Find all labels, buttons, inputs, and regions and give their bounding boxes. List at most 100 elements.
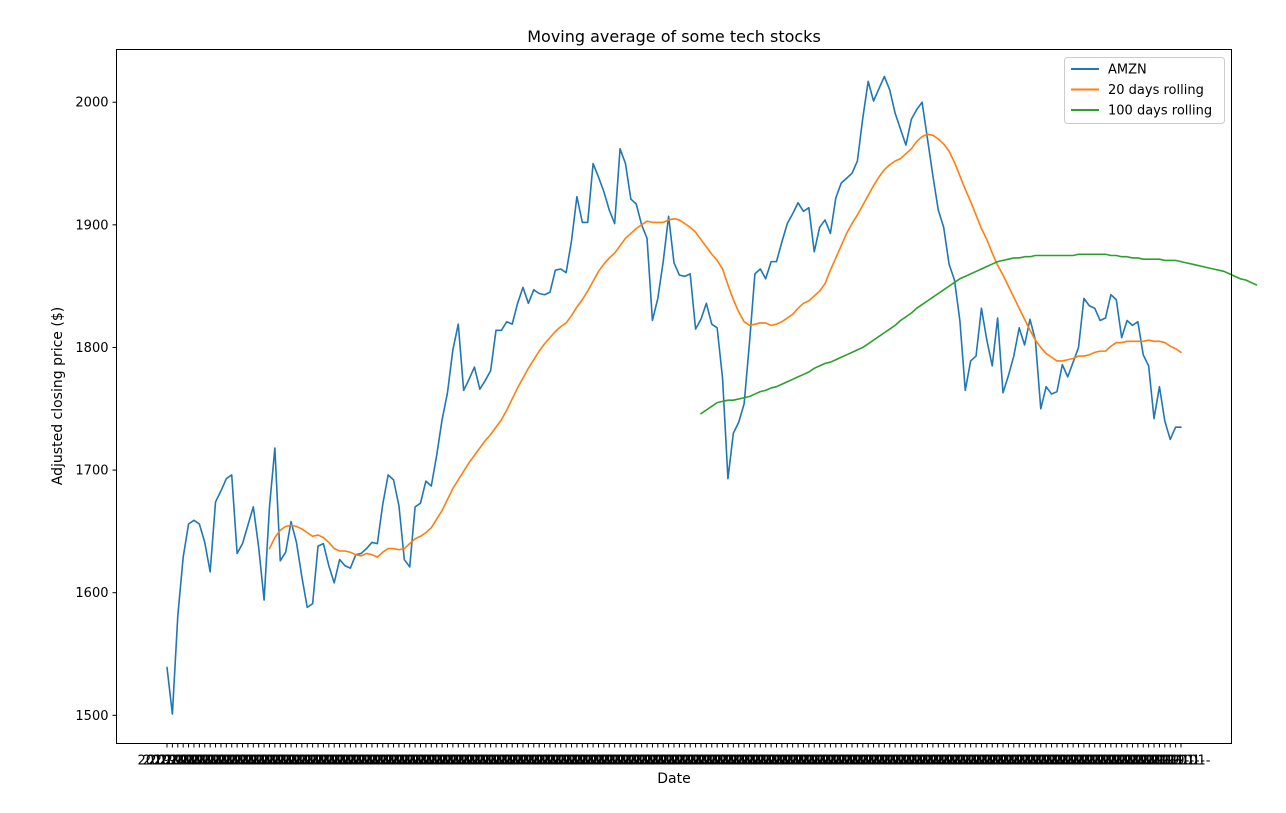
x-tick-label: 2019-01- bbox=[574, 754, 633, 769]
x-tick-label: 2019-01- bbox=[526, 754, 585, 769]
legend-box bbox=[1064, 57, 1225, 124]
y-tick-label: 1900 bbox=[75, 218, 108, 233]
x-tick-label: 2019-01- bbox=[920, 754, 979, 769]
x-tick-label: 2019-01- bbox=[779, 754, 838, 769]
x-tick-label: 2019-01- bbox=[440, 754, 499, 769]
x-tick-label: 2019-01- bbox=[644, 754, 703, 769]
x-tick-label: 2019-01- bbox=[283, 754, 342, 769]
x-tick-label: 2019-01- bbox=[855, 754, 914, 769]
x-tick-label: 2019-01- bbox=[483, 754, 542, 769]
x-tick-label: 2019-01- bbox=[930, 754, 989, 769]
x-tick-label: 2019-01- bbox=[1146, 754, 1205, 769]
x-tick-label: 2019-01- bbox=[202, 754, 261, 769]
x-tick-label: 2019-01- bbox=[634, 754, 693, 769]
x-tick-label: 2019-01- bbox=[984, 754, 1043, 769]
x-tick-label: 2019-01- bbox=[1017, 754, 1076, 769]
x-tick-label: 2019-01- bbox=[218, 754, 277, 769]
y-tick-label: 1800 bbox=[75, 341, 108, 356]
x-tick-label: 2019-01- bbox=[1092, 754, 1151, 769]
x-tick-label: 2019-01- bbox=[542, 754, 601, 769]
x-tick-label: 2019-01- bbox=[1081, 754, 1140, 769]
x-tick-label: 2019-01- bbox=[305, 754, 364, 769]
x-tick-label: 2019-01- bbox=[833, 754, 892, 769]
x-tick-label: 2019-01- bbox=[1071, 754, 1130, 769]
x-tick-label: 2019-01- bbox=[822, 754, 881, 769]
series-line-0 bbox=[166, 75, 1182, 715]
x-tick-label: 2019-01- bbox=[175, 754, 234, 769]
x-tick-label: 2019-01- bbox=[817, 754, 876, 769]
x-tick-label: 2019-01- bbox=[828, 754, 887, 769]
x-tick-label: 2019-01- bbox=[618, 754, 677, 769]
y-tick-label: 2000 bbox=[75, 96, 108, 111]
x-tick-label: 2019-01- bbox=[197, 754, 256, 769]
x-tick-label: 2019-01- bbox=[612, 754, 671, 769]
x-tick-label: 2019-01- bbox=[968, 754, 1027, 769]
x-tick-label: 2019-01- bbox=[941, 754, 1000, 769]
x-tick-label: 2019-01- bbox=[715, 754, 774, 769]
x-tick-label: 2019-01- bbox=[655, 754, 714, 769]
x-tick-label: 2019-01- bbox=[159, 754, 218, 769]
x-tick-label: 2019-01- bbox=[251, 754, 310, 769]
legend-label: AMZN bbox=[1108, 63, 1147, 78]
x-tick-label: 2019-01- bbox=[213, 754, 272, 769]
x-tick-label: 2019-01- bbox=[1000, 754, 1059, 769]
x-tick-label: 2019-01- bbox=[1098, 754, 1157, 769]
x-tick-label: 2019-01- bbox=[332, 754, 391, 769]
x-tick-label: 2019-01- bbox=[137, 754, 196, 769]
x-tick-label: 2019-01- bbox=[801, 754, 860, 769]
x-tick-label: 2019-01- bbox=[267, 754, 326, 769]
x-tick-label: 2019-01- bbox=[429, 754, 488, 769]
x-tick-label: 2019-01- bbox=[1060, 754, 1119, 769]
x-tick-label: 2019-01- bbox=[337, 754, 396, 769]
x-tick-label: 2019-01- bbox=[553, 754, 612, 769]
x-tick-label: 2019-01- bbox=[456, 754, 515, 769]
x-tick-label: 2019-01- bbox=[499, 754, 558, 769]
x-tick-label: 2019-01- bbox=[326, 754, 385, 769]
x-tick-label: 2019-01- bbox=[742, 754, 801, 769]
legend: AMZN 20 days rolling 100 days rolling bbox=[1064, 57, 1225, 124]
x-tick-label: 2019-01- bbox=[731, 754, 790, 769]
x-tick-label: 2019-01- bbox=[240, 754, 299, 769]
x-tick-label: 2019-01- bbox=[418, 754, 477, 769]
x-tick-label: 2019-01- bbox=[936, 754, 995, 769]
x-tick-label: 2019-01- bbox=[995, 754, 1054, 769]
x-tick-label: 2019-01- bbox=[596, 754, 655, 769]
x-tick-label: 2019-01- bbox=[591, 754, 650, 769]
x-tick-label: 2019-01- bbox=[909, 754, 968, 769]
x-tick-label: 2019-01- bbox=[369, 754, 428, 769]
x-tick-label: 2019-01- bbox=[903, 754, 962, 769]
x-tick-label: 2019-01- bbox=[887, 754, 946, 769]
x-tick-label: 2019-01- bbox=[181, 754, 240, 769]
x-tick-label: 2019-01- bbox=[154, 754, 213, 769]
x-tick-label: 2019-01- bbox=[262, 754, 321, 769]
x-tick-label: 2019-01- bbox=[677, 754, 736, 769]
x-tick-label: 2019-01- bbox=[450, 754, 509, 769]
x-tick-label: 2019-01- bbox=[952, 754, 1011, 769]
x-tick-label: 2019-01- bbox=[359, 754, 418, 769]
x-tick-label: 2019-01- bbox=[235, 754, 294, 769]
x-tick-label: 2019-01- bbox=[558, 754, 617, 769]
x-tick-label: 2019-01- bbox=[148, 754, 207, 769]
x-tick-label: 2019-01- bbox=[580, 754, 639, 769]
x-tick-label: 2019-01- bbox=[866, 754, 925, 769]
x-tick-label: 2019-01- bbox=[445, 754, 504, 769]
x-tick-label: 2019-01- bbox=[1151, 754, 1210, 769]
x-tick-label: 2019-01- bbox=[1141, 754, 1200, 769]
x-tick-label: 2019-01- bbox=[1006, 754, 1065, 769]
x-tick-label: 2019-01- bbox=[434, 754, 493, 769]
x-tick-label: 2019-01- bbox=[839, 754, 898, 769]
x-tick-label: 2019-01- bbox=[520, 754, 579, 769]
x-tick-label: 2019-01- bbox=[704, 754, 763, 769]
x-tick-label: 2019-01- bbox=[806, 754, 865, 769]
x-tick-label: 2019-01- bbox=[164, 754, 223, 769]
x-tick-label: 2019-01- bbox=[898, 754, 957, 769]
x-tick-label: 2019-01- bbox=[504, 754, 563, 769]
x-tick-label: 2019-01- bbox=[488, 754, 547, 769]
x-tick-label: 2019-01- bbox=[256, 754, 315, 769]
x-axis-label: Date bbox=[657, 771, 690, 787]
x-tick-label: 2019-01- bbox=[849, 754, 908, 769]
x-tick-label: 2019-01- bbox=[957, 754, 1016, 769]
x-tick-label: 2019-01- bbox=[639, 754, 698, 769]
x-tick-label: 2019-01- bbox=[208, 754, 267, 769]
x-tick-label: 2019-01- bbox=[537, 754, 596, 769]
